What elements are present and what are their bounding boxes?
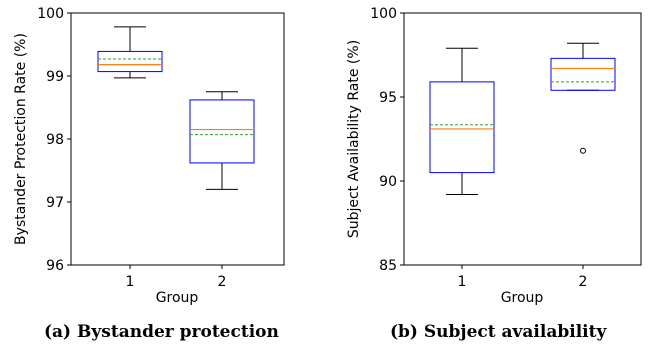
box-1 bbox=[97, 26, 163, 79]
y-tick-label: 95 bbox=[379, 90, 397, 106]
box-2 bbox=[189, 91, 255, 190]
box-iqr bbox=[189, 99, 255, 164]
outlier-point bbox=[580, 147, 586, 154]
axes-frame bbox=[70, 12, 285, 266]
y-tick-label: 90 bbox=[379, 174, 397, 190]
box-iqr bbox=[97, 50, 163, 73]
x-tick-label: 2 bbox=[218, 274, 227, 290]
box-iqr bbox=[550, 57, 616, 91]
x-tick-label: 1 bbox=[126, 274, 135, 290]
box-iqr bbox=[429, 81, 495, 174]
x-axis-label: Group bbox=[501, 290, 544, 306]
box-1 bbox=[429, 47, 495, 195]
x-tick-label: 2 bbox=[579, 274, 588, 290]
y-tick-label: 96 bbox=[46, 258, 64, 274]
chart-bystander-protection: 96 97 98 99 100 1 2 Group Bystander Protection R… bbox=[13, 6, 285, 306]
box-2 bbox=[550, 42, 616, 154]
caption-bystander-protection: (a) Bystander protection bbox=[44, 322, 279, 342]
x-axis-label: Group bbox=[156, 290, 199, 306]
x-tick-label: 1 bbox=[458, 274, 467, 290]
chart-subject-availability: 85 90 95 100 1 2 Group Subject Availability Rat… bbox=[346, 6, 642, 306]
caption-subject-availability: (b) Subject availability bbox=[390, 322, 607, 342]
axes-frame bbox=[403, 12, 642, 266]
y-axis-label: Subject Availability Rate (%) bbox=[346, 40, 362, 238]
y-tick-label: 99 bbox=[46, 69, 64, 85]
y-tick-label: 85 bbox=[379, 258, 397, 274]
y-tick-label: 100 bbox=[37, 6, 64, 22]
y-tick-label: 98 bbox=[46, 132, 64, 148]
y-axis-label: Bystander Protection Rate (%) bbox=[13, 33, 29, 245]
y-tick-label: 100 bbox=[370, 6, 397, 22]
y-tick-label: 97 bbox=[46, 195, 64, 211]
